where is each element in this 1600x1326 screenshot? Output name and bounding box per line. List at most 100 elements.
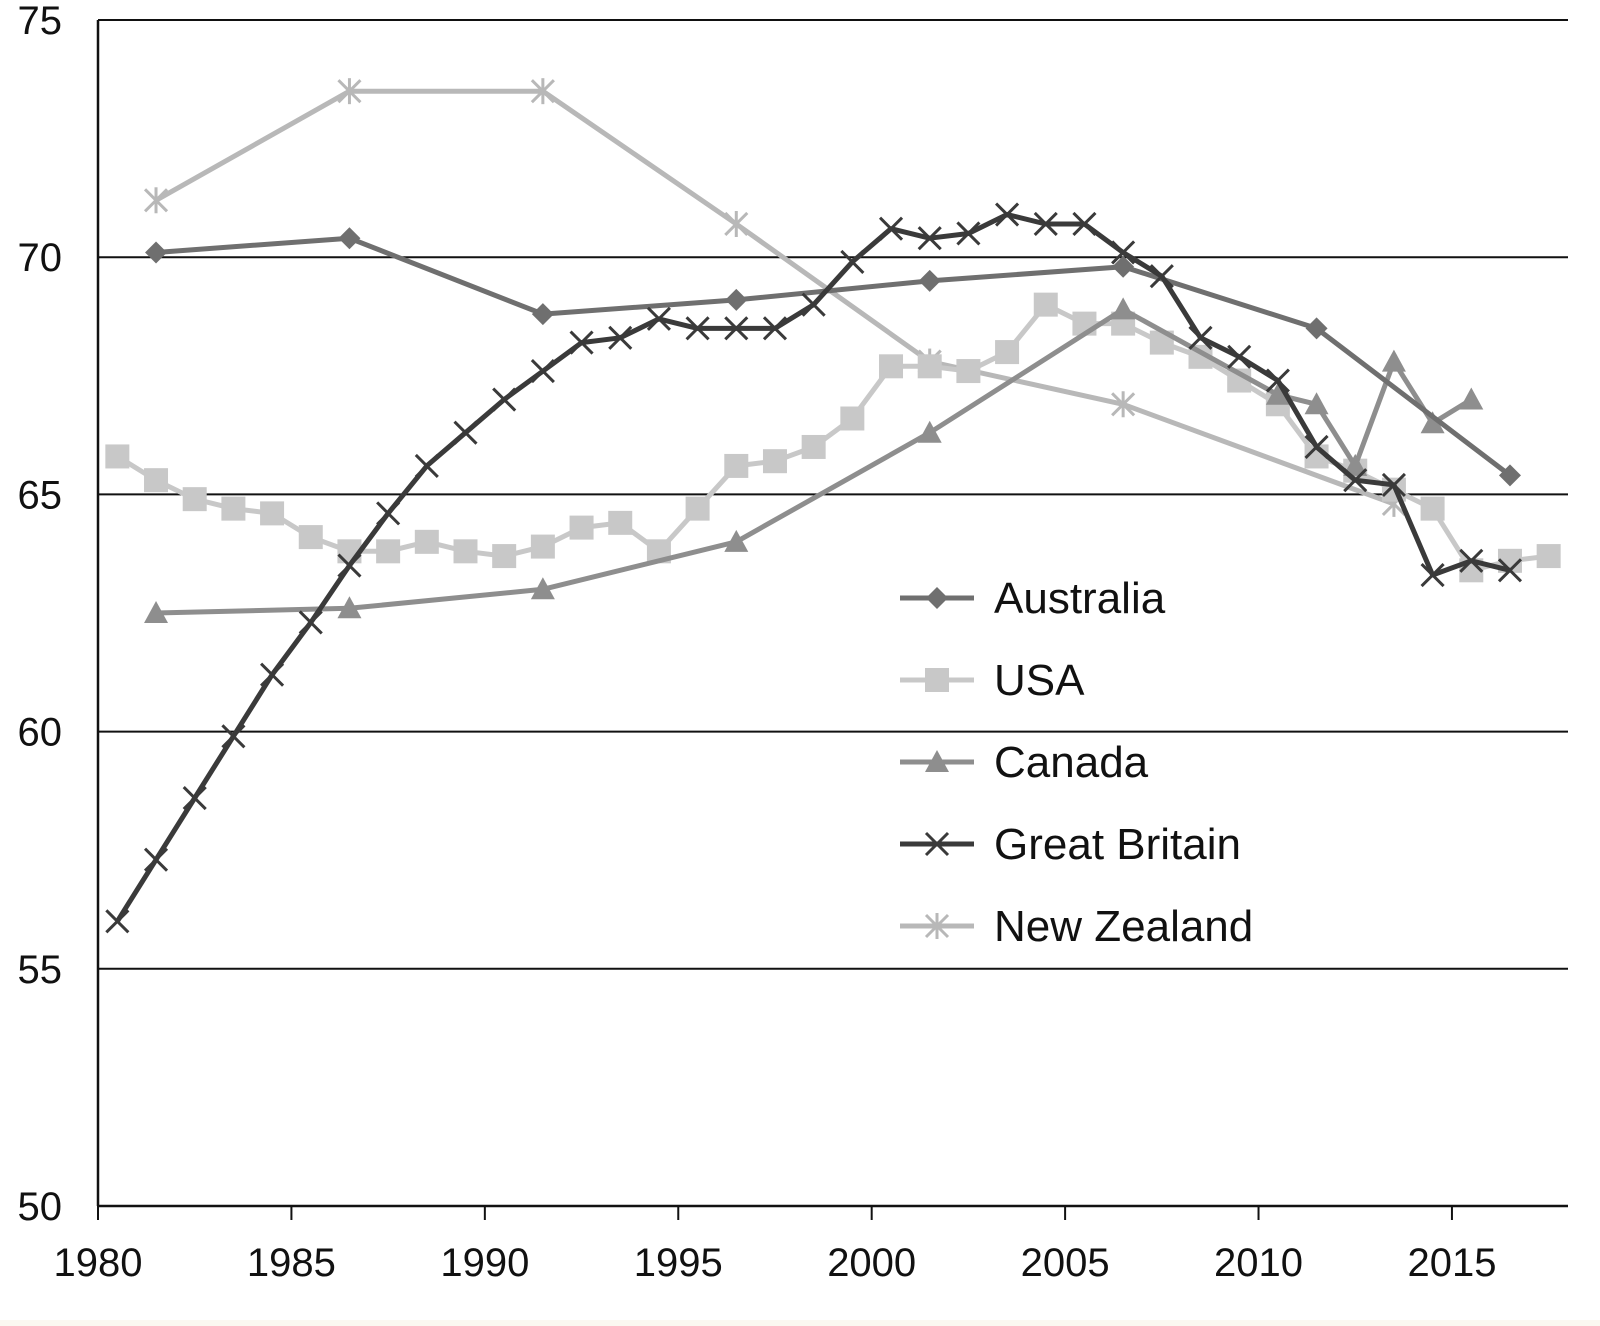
data-point-great-britain xyxy=(530,358,555,384)
data-point-usa xyxy=(840,406,865,431)
data-point-great-britain xyxy=(414,453,439,478)
marker-stroke xyxy=(801,292,826,317)
legend-item-great-britain: Great Britain xyxy=(900,820,1241,869)
marker-stroke xyxy=(414,453,439,478)
marker-stroke xyxy=(260,662,285,687)
x-tick-label: 2000 xyxy=(827,1241,916,1285)
data-point-great-britain xyxy=(1420,562,1445,588)
legend-item-new-zealand: New Zealand xyxy=(900,902,1253,951)
marker-stroke xyxy=(878,216,904,241)
marker-stroke xyxy=(1381,472,1406,497)
x-tick-label: 1990 xyxy=(440,1241,529,1285)
legend-marker-canada xyxy=(925,750,949,772)
data-point-great-britain xyxy=(1149,264,1174,289)
data-point-usa xyxy=(298,525,323,550)
y-tick-label: 65 xyxy=(18,473,63,517)
marker-stroke xyxy=(298,610,323,635)
data-point-new-zealand xyxy=(143,187,169,214)
data-point-great-britain xyxy=(646,306,671,331)
data-point-great-britain xyxy=(1381,472,1406,497)
legend-label: New Zealand xyxy=(994,902,1253,951)
legend-marker-australia xyxy=(926,587,948,609)
data-point-usa xyxy=(569,515,594,540)
gridlines xyxy=(98,19,1568,970)
marker-stroke xyxy=(530,358,555,384)
data-point-great-britain xyxy=(1188,325,1213,350)
data-point-great-britain xyxy=(995,202,1020,227)
data-point-great-britain xyxy=(337,553,362,578)
data-point-usa xyxy=(414,529,439,554)
data-point-usa xyxy=(917,354,942,379)
data-point-great-britain xyxy=(762,316,788,341)
marker-stroke xyxy=(762,316,788,341)
series-canada xyxy=(144,297,1484,623)
data-point-usa xyxy=(492,544,517,569)
data-point-great-britain xyxy=(492,387,517,412)
data-point-new-zealand xyxy=(337,78,362,105)
data-point-great-britain xyxy=(260,662,285,687)
x-tick-label: 2005 xyxy=(1021,1241,1110,1285)
data-point-usa xyxy=(144,468,169,493)
data-point-great-britain xyxy=(143,847,169,872)
data-point-australia xyxy=(531,303,554,326)
x-tick-label: 1980 xyxy=(54,1241,143,1285)
marker-stroke xyxy=(1227,344,1252,369)
data-point-usa xyxy=(530,534,555,559)
data-point-great-britain xyxy=(956,221,981,246)
data-point-usa xyxy=(1033,292,1058,317)
data-point-canada xyxy=(1459,387,1484,410)
y-tick-label: 55 xyxy=(18,948,63,992)
data-point-great-britain xyxy=(608,325,633,350)
marker-stroke xyxy=(646,306,671,331)
data-point-great-britain xyxy=(376,501,401,526)
data-point-great-britain xyxy=(569,330,594,355)
legend-item-australia: Australia xyxy=(900,574,1166,623)
data-point-usa xyxy=(685,496,710,521)
data-point-great-britain xyxy=(1111,240,1136,265)
data-point-australia xyxy=(918,269,941,292)
data-point-great-britain xyxy=(1459,548,1484,573)
data-point-canada xyxy=(337,596,362,619)
x-tick-label: 1985 xyxy=(247,1241,336,1285)
marker-stroke xyxy=(1459,548,1484,573)
series-line-canada xyxy=(155,306,1473,616)
marker-stroke xyxy=(995,202,1020,227)
x-tick-label: 2015 xyxy=(1407,1241,1496,1285)
legend-item-canada: Canada xyxy=(900,738,1149,787)
marker-stroke xyxy=(724,316,749,341)
data-point-canada xyxy=(1265,382,1290,405)
data-point-great-britain xyxy=(917,226,942,251)
x-tick-labels: 1980 1985 1990 1995 2000 2005 2010 2015 xyxy=(54,1241,1497,1285)
x-tick-label: 2010 xyxy=(1214,1241,1303,1285)
data-point-great-britain xyxy=(878,216,904,241)
marker-stroke xyxy=(1072,211,1097,237)
data-point-new-zealand xyxy=(530,78,555,105)
marker-stroke xyxy=(1343,468,1368,493)
data-point-usa xyxy=(995,340,1020,365)
data-point-great-britain xyxy=(840,249,865,275)
legend-marker-great-britain xyxy=(924,831,950,857)
data-point-australia xyxy=(338,227,361,250)
data-point-usa xyxy=(956,359,981,384)
data-point-great-britain xyxy=(724,316,749,341)
marker-stroke xyxy=(492,387,517,412)
data-point-australia xyxy=(145,241,168,264)
data-point-usa xyxy=(260,501,285,526)
marker-stroke xyxy=(569,330,594,355)
legend-label: Great Britain xyxy=(994,820,1241,869)
data-point-australia xyxy=(1112,255,1135,278)
data-point-great-britain xyxy=(221,724,246,749)
data-point-usa xyxy=(182,487,207,512)
axes xyxy=(96,20,1568,1220)
marker-stroke xyxy=(1497,558,1523,583)
marker-stroke xyxy=(143,847,169,872)
data-point-new-zealand xyxy=(724,210,749,237)
data-point-great-britain xyxy=(453,420,478,445)
data-point-canada xyxy=(1381,349,1406,372)
plot-area xyxy=(105,78,1561,934)
marker-stroke xyxy=(182,785,207,811)
data-point-usa xyxy=(376,539,401,564)
data-point-great-britain xyxy=(801,292,826,317)
